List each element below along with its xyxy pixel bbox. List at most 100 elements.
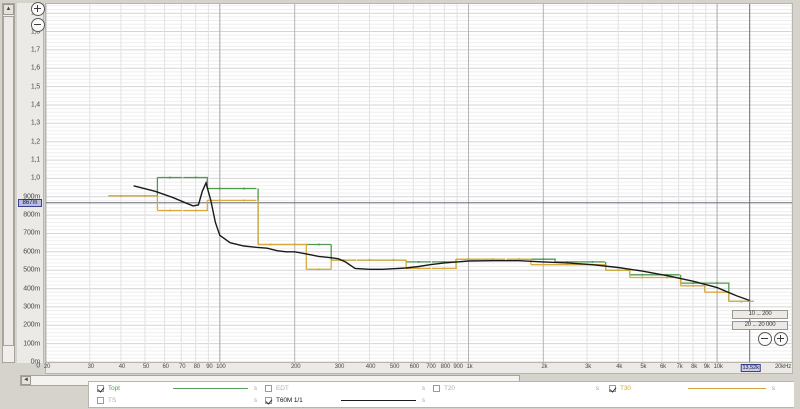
y-axis-tick: 800m	[23, 211, 40, 219]
vertical-scrollbar-thumb[interactable]	[3, 16, 14, 346]
legend-item-empty	[433, 395, 601, 407]
y-axis-tick: 1,6	[30, 64, 40, 72]
x-axis-tick: 6k	[660, 364, 666, 370]
x-axis-tick: 5k	[640, 364, 647, 370]
legend-checkbox[interactable]	[97, 397, 104, 404]
vertical-scrollbar[interactable]: ▲	[2, 3, 15, 363]
legend-label: TS	[108, 397, 117, 404]
x-axis-tick: 90	[206, 364, 213, 370]
x-axis-cursor-value[interactable]: 13,52k	[740, 364, 761, 372]
legend-label: T20	[444, 385, 455, 392]
y-axis-tick: 600m	[23, 248, 40, 256]
legend-checkbox[interactable]	[433, 385, 440, 392]
x-axis-tick: 7k	[676, 364, 683, 370]
x-axis-tick: 900	[453, 364, 463, 370]
series-t60m	[133, 180, 750, 302]
legend-item-empty	[609, 395, 800, 407]
scroll-up-button[interactable]: ▲	[3, 4, 14, 15]
legend-label: T60M 1/1	[276, 397, 303, 404]
legend-column: T30 s	[601, 382, 800, 407]
y-axis-tick: 1,1	[30, 156, 40, 164]
x-axis-tick: 700	[426, 364, 436, 370]
x-axis-tick: 80	[193, 364, 200, 370]
x-axis-tick: 1k	[466, 364, 473, 370]
x-axis-tick: 60	[162, 364, 169, 370]
range-preset-2-button[interactable]: 20 ... 20 000	[732, 321, 788, 330]
x-axis-tick: 2k	[541, 364, 548, 370]
y-axis-tick: 500m	[23, 266, 40, 274]
y-axis[interactable]: 1,91,81,71,61,51,41,31,21,11,0900m800m70…	[17, 3, 44, 369]
x-axis-tick: 20	[43, 364, 51, 370]
legend-item-ts[interactable]: TS s	[97, 395, 257, 407]
legend-item-edt[interactable]: EDT s	[265, 383, 425, 395]
legend-line-swatch	[512, 388, 590, 389]
legend-column: T20 s	[425, 382, 601, 407]
y-axis-tick: 700m	[23, 229, 40, 237]
legend-column: Topt s TS s	[89, 382, 257, 407]
legend-unit: s	[422, 385, 425, 392]
series-topt	[108, 176, 754, 303]
horizontal-zoom-in-icon[interactable]	[774, 332, 788, 346]
vertical-zoom-controls	[31, 2, 45, 32]
y-axis-tick: 400m	[23, 285, 40, 293]
x-axis-tick: 30	[87, 364, 94, 370]
x-axis-tick: 800	[440, 364, 451, 370]
legend-line-swatch	[688, 388, 766, 389]
legend-unit: s	[254, 397, 257, 404]
x-axis-tick: 300	[334, 364, 345, 370]
x-axis-tick: 600	[409, 364, 420, 370]
legend-unit: s	[254, 385, 257, 392]
plot-area[interactable]: 10 ... 200 20 ... 20 000	[45, 3, 793, 363]
x-axis-end-label: 20kHz	[774, 364, 792, 370]
x-axis-tick: 200	[290, 364, 301, 370]
x-axis-tick: 400	[365, 364, 376, 370]
y-axis-tick: 0m	[30, 358, 41, 366]
x-axis-tick: 100	[216, 364, 226, 370]
x-axis-tick: 50	[142, 364, 150, 370]
legend-unit: s	[596, 385, 599, 392]
legend-line-swatch	[341, 388, 416, 389]
legend-item-t20[interactable]: T20 s	[433, 383, 601, 395]
legend-line-swatch	[173, 388, 248, 389]
range-preset-controls: 10 ... 200 20 ... 20 000	[732, 310, 788, 348]
range-preset-1-button[interactable]: 10 ... 200	[732, 310, 788, 319]
y-axis-tick: 0	[36, 362, 40, 370]
legend-column: EDT s T60M 1/1 s	[257, 382, 425, 407]
scroll-left-button[interactable]: ◄	[21, 376, 31, 385]
legend-checkbox[interactable]	[265, 385, 272, 392]
legend-unit: s	[422, 397, 425, 404]
x-axis-tick: 9k	[703, 364, 710, 370]
legend-checkbox[interactable]	[265, 397, 272, 404]
x-axis-tick: 500	[389, 364, 400, 370]
y-axis-tick: 1,4	[30, 101, 40, 109]
y-axis-cursor-value[interactable]: 867m	[18, 198, 42, 207]
legend-panel: Topt s TS s EDT s T60M 1/1 s T20 s T30 s	[88, 381, 800, 408]
legend-label: Topt	[108, 385, 120, 392]
legend-label: EDT	[276, 385, 289, 392]
horizontal-zoom-controls	[732, 332, 788, 348]
y-axis-tick: 900m	[23, 193, 40, 201]
x-axis-tick: 40	[118, 364, 125, 370]
vertical-zoom-out-icon[interactable]	[31, 18, 45, 32]
vertical-zoom-in-icon[interactable]	[31, 2, 45, 16]
x-axis-tick: 4k	[616, 364, 623, 370]
x-axis-tick: 8k	[691, 364, 697, 370]
legend-checkbox[interactable]	[97, 385, 104, 392]
y-axis-tick: 1,5	[30, 83, 40, 91]
legend-item-t30[interactable]: T30 s	[609, 383, 800, 395]
legend-label: T30	[620, 385, 631, 392]
legend-checkbox[interactable]	[609, 385, 616, 392]
legend-item-t60m-1-1[interactable]: T60M 1/1 s	[265, 395, 425, 407]
legend-item-topt[interactable]: Topt s	[97, 383, 257, 395]
y-axis-tick: 1,2	[30, 138, 40, 146]
horizontal-zoom-out-icon[interactable]	[758, 332, 772, 346]
x-axis-tick: 10k	[713, 364, 723, 370]
y-axis-tick: 100m	[23, 340, 40, 348]
legend-line-swatch	[341, 400, 416, 401]
x-axis[interactable]: 20 30 40 50 60 70 80 90 100 200 300 400 500 600 700 800…	[43, 363, 793, 374]
right-filler-panel	[794, 0, 800, 409]
x-axis-tick: 3k	[585, 364, 592, 370]
y-axis-tick: 1,7	[30, 46, 40, 54]
y-axis-tick: 1,0	[30, 174, 40, 182]
y-axis-tick: 300m	[23, 303, 40, 311]
